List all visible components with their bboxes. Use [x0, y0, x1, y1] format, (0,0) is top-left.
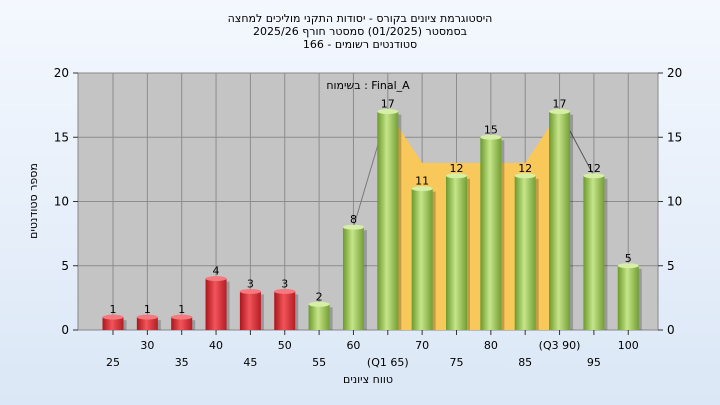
bar-group: 1 [136, 303, 161, 330]
bar-red [136, 317, 158, 330]
bar-top-cap [617, 263, 639, 269]
x-tick-label: 25 [106, 356, 120, 369]
bar-top-cap [171, 314, 193, 320]
bar-red [102, 317, 124, 330]
x-tick-label: (Q1 65) [367, 356, 409, 369]
x-tick-label: 95 [587, 356, 601, 369]
x-axis-title: טווח ציונים [343, 373, 393, 386]
bar-top-cap [205, 276, 227, 282]
bar-value-label: 1 [110, 303, 117, 316]
y-axis-title: מספר סטודנטים [27, 163, 40, 239]
bar-value-label: 15 [484, 123, 498, 136]
bar-green [342, 227, 364, 330]
y-tick-label-right: 0 [667, 323, 675, 337]
bar-red [274, 291, 296, 330]
x-tick-label: 45 [243, 356, 257, 369]
x-tick-label: 40 [209, 339, 223, 352]
bar-red [239, 291, 261, 330]
bar-top-cap [549, 109, 571, 115]
bar-green [617, 265, 639, 330]
bar-group: 5 [617, 252, 642, 330]
y-tick-label-right: 10 [667, 195, 682, 209]
bar-green [377, 111, 399, 330]
bar-group: 2 [308, 290, 333, 330]
bar-value-label: 3 [281, 277, 288, 290]
bar-group: 12 [583, 162, 608, 330]
bar-top-cap [377, 109, 399, 115]
y-tick-label-right: 5 [667, 259, 675, 273]
bar-value-label: 1 [144, 303, 151, 316]
x-tick-label: 100 [618, 339, 639, 352]
bar-group: 8 [342, 213, 367, 330]
bar-top-cap [411, 186, 433, 192]
bar-top-cap [274, 288, 296, 294]
bar-top-cap [446, 173, 467, 179]
bar-green [583, 175, 605, 330]
bar-top-cap [514, 173, 536, 179]
bar-group: 15 [480, 123, 505, 330]
y-tick-label-right: 15 [667, 130, 682, 144]
bar-value-label: 3 [247, 277, 254, 290]
bar-group: 12 [446, 162, 470, 330]
bar-green [308, 304, 330, 330]
bar-group: 12 [514, 162, 539, 330]
bar-top-cap [136, 314, 158, 320]
bar-group: 1 [171, 303, 196, 330]
bar-top-cap [342, 224, 364, 230]
chart-annotation: בשימוח : Final_A [326, 79, 410, 92]
y-tick-label-right: 20 [667, 66, 682, 80]
x-tick-label: 85 [518, 356, 532, 369]
bar-value-label: 17 [553, 98, 567, 111]
bar-top-cap [102, 314, 124, 320]
bar-value-label: 17 [381, 98, 395, 111]
bar-green [514, 175, 536, 330]
bar-group: 3 [274, 277, 299, 330]
bar-group: 11 [411, 175, 436, 330]
x-tick-label: (Q3 90) [539, 339, 581, 352]
bar-green [480, 137, 502, 330]
y-tick-label-left: 20 [54, 66, 69, 80]
bar-group: 17 [549, 98, 574, 330]
x-tick-label: 30 [140, 339, 154, 352]
bar-group: 4 [205, 265, 230, 330]
bar-value-label: 4 [213, 265, 220, 278]
y-tick-label-left: 0 [61, 323, 69, 337]
bar-group: 17 [377, 98, 402, 330]
bar-green [411, 188, 433, 330]
y-tick-label-left: 10 [54, 195, 69, 209]
bar-top-cap [308, 301, 330, 307]
bar-value-label: 1 [178, 303, 185, 316]
bar-top-cap [239, 288, 261, 294]
x-tick-label: 70 [415, 339, 429, 352]
bar-value-label: 8 [350, 213, 357, 226]
x-tick-label: 35 [175, 356, 189, 369]
bar-green [446, 175, 467, 330]
y-tick-label-left: 15 [54, 130, 69, 144]
bar-green [549, 111, 571, 330]
bar-value-label: 11 [415, 175, 429, 188]
bar-value-label: 12 [450, 162, 464, 175]
bar-red [205, 278, 227, 330]
bar-value-label: 5 [625, 252, 632, 265]
x-tick-label: 55 [312, 356, 326, 369]
bar-red [171, 317, 193, 330]
y-tick-label-left: 5 [61, 259, 69, 273]
chart-title-line-1: היסטוגרמת ציונים בקורס - יסודות התקני מו… [228, 12, 493, 25]
bar-top-cap [583, 173, 605, 179]
x-tick-label: 75 [450, 356, 464, 369]
x-tick-label: 80 [484, 339, 498, 352]
x-tick-label: 60 [346, 339, 360, 352]
chart-title-line-3: סטודנטים רשומים - 166 [303, 38, 417, 51]
bar-value-label: 12 [587, 162, 601, 175]
bar-group: 3 [239, 277, 264, 330]
bar-value-label: 2 [316, 290, 323, 303]
bar-group: 1 [102, 303, 127, 330]
bar-top-cap [480, 134, 502, 140]
x-tick-label: 50 [278, 339, 292, 352]
chart-title-line-2: בסמסטר (01/2025) סמסטר חורף 2025/26 [253, 25, 467, 38]
bar-value-label: 12 [518, 162, 532, 175]
